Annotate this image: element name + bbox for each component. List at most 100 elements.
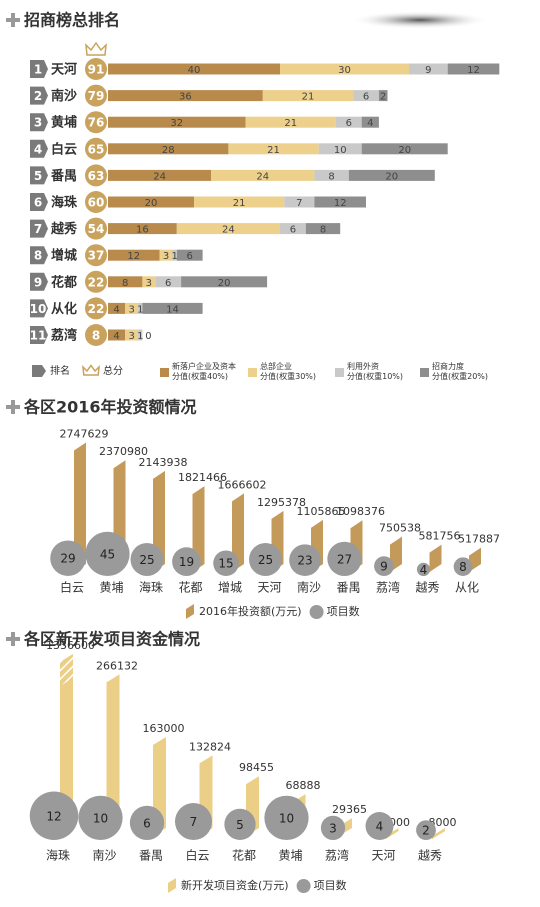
bubble: [213, 550, 239, 577]
bubble: [130, 543, 164, 576]
legend-swatch: [160, 368, 169, 377]
crown-icon: [85, 41, 107, 56]
total-score: 60: [88, 196, 105, 210]
total-badge: [85, 191, 107, 213]
bar-value-label: 581756: [419, 530, 461, 543]
rank-number: 1: [34, 63, 42, 77]
rank-number: 10: [30, 302, 47, 316]
bar-value-label: 1336600: [46, 639, 95, 652]
axis-break: [60, 654, 73, 686]
rank-badge: [30, 166, 48, 185]
total-score: 65: [88, 142, 105, 156]
bar-segment: [108, 143, 229, 155]
bubble: [453, 557, 473, 576]
total-badge: [85, 164, 107, 187]
bar-value-label: 2370980: [99, 445, 148, 458]
district-name: 荔湾: [50, 328, 77, 344]
bar: [106, 674, 120, 836]
segment-label: 8: [320, 225, 326, 236]
segment-label: 4: [113, 331, 119, 342]
x-label: 番禺: [139, 849, 163, 863]
segment-label: 12: [467, 65, 480, 76]
bar: [432, 828, 445, 840]
bar-segment: [142, 302, 203, 314]
bar-segment: [108, 329, 126, 341]
bar-segment: [176, 223, 280, 235]
bar-segment: [447, 63, 500, 75]
segment-label: 24: [256, 171, 269, 182]
bar-value-label: 2747629: [60, 427, 109, 440]
x-label: 增城: [218, 581, 242, 595]
rank-badge: [30, 326, 48, 344]
segment-label: 6: [290, 225, 296, 236]
bar-segment: [108, 196, 194, 208]
district-name: 花都: [51, 274, 77, 290]
segment-label: 4: [367, 118, 373, 129]
bubble-label: 25: [258, 553, 273, 567]
bar-segment: [176, 249, 203, 261]
bubble: [365, 812, 394, 840]
bar-value-label: 8000: [429, 816, 457, 829]
bar-segment: [194, 196, 285, 208]
legend-icon: [168, 878, 176, 893]
segment-label: 1: [171, 251, 177, 262]
rank-number: 3: [34, 116, 42, 130]
segment-label: 24: [222, 225, 235, 236]
legend-swatch: [420, 368, 429, 377]
segment-label: 24: [153, 171, 166, 182]
bubble: [320, 815, 346, 841]
segment-label: 20: [385, 171, 398, 182]
bar-value-label: 1666602: [218, 478, 267, 491]
legend-swatch: [335, 368, 344, 377]
segment-label: 20: [145, 198, 158, 209]
rank-number: 11: [30, 329, 47, 343]
segment-label: 7: [296, 198, 302, 209]
x-label: 番禺: [336, 581, 360, 595]
bubble-label: 7: [190, 815, 198, 829]
bar-segment: [211, 169, 315, 181]
bubble-label: 23: [297, 554, 312, 568]
district-name: 白云: [51, 141, 77, 157]
total-score: 76: [88, 116, 105, 130]
rank-badge: [30, 299, 48, 318]
bubble-label: 3: [329, 821, 337, 835]
bar: [232, 493, 244, 572]
x-label: 花都: [178, 580, 202, 595]
total-score: 8: [92, 329, 100, 343]
bubble: [264, 795, 309, 841]
bar-segment: [228, 143, 319, 155]
segment-label: 21: [302, 92, 315, 103]
segment-label: 6: [346, 118, 352, 129]
x-label: 海珠: [46, 848, 70, 863]
bubble-label: 6: [143, 816, 151, 830]
bar-segment: [108, 276, 143, 288]
section-title: 招商榜总排名: [24, 11, 120, 30]
total-badge: [85, 58, 107, 80]
x-label: 从化: [455, 581, 479, 595]
segment-label: 1: [137, 331, 143, 342]
bar-segment: [348, 169, 435, 181]
bar-segment: [318, 143, 362, 155]
bar-value-label: 1295378: [257, 496, 306, 509]
district-name: 越秀: [50, 221, 78, 237]
total-score: 22: [88, 302, 105, 316]
rank-badge: [30, 113, 48, 132]
bar: [429, 544, 442, 572]
segment-label: 36: [179, 92, 192, 103]
header-icon: [6, 632, 20, 646]
bubble: [85, 531, 130, 576]
legend-label: 总分: [103, 364, 123, 377]
segment-label: 12: [127, 251, 140, 262]
segment-label: 32: [170, 118, 183, 129]
bar-segment: [125, 302, 139, 314]
total-badge: [85, 324, 107, 346]
bar-value-label: 517887: [458, 533, 500, 546]
bar-segment: [108, 116, 246, 128]
segment-label: 3: [163, 251, 169, 262]
rank-badge: [30, 272, 48, 291]
bubble-label: 9: [380, 560, 388, 574]
district-name: 海珠: [51, 195, 78, 211]
bar-segment: [353, 90, 379, 102]
x-label: 天河: [371, 849, 395, 863]
segment-label: 21: [267, 145, 280, 156]
